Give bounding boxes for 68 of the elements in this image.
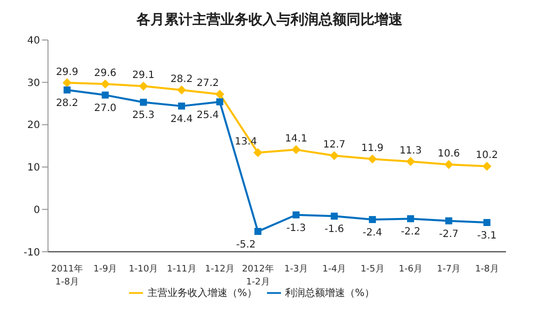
point [444, 160, 454, 169]
point [140, 98, 147, 106]
data-label: 29.6 [94, 68, 116, 80]
data-label: 12.7 [323, 140, 346, 151]
data-label: -5.2 [236, 239, 256, 250]
point [177, 85, 186, 94]
point [64, 86, 71, 94]
point [368, 216, 376, 224]
point [215, 90, 224, 99]
chart-title: 各月累计主营业务收入与利润总额同比增速 [135, 10, 404, 30]
x-tick-label: 1-9月 [93, 264, 118, 275]
x-tick-label: 1-7月 [436, 264, 461, 275]
point [100, 80, 110, 89]
legend-label: 主营业务收入增速（%） [147, 288, 257, 299]
y-tick-label: 0 [34, 204, 40, 216]
data-label: 24.4 [170, 114, 193, 126]
y-tick-label: 10 [27, 162, 40, 174]
point [482, 162, 492, 171]
data-label: -2.7 [438, 228, 459, 240]
data-label: 27.2 [196, 78, 219, 90]
data-label: 25.3 [132, 110, 155, 122]
data-label: 14.1 [284, 134, 308, 145]
data-label: 11.3 [399, 146, 422, 157]
data-label: 28.2 [56, 98, 78, 109]
point [216, 98, 224, 106]
data-label: 10.6 [438, 148, 460, 160]
y-tick-label: -10 [24, 247, 40, 258]
data-label: 28.2 [170, 74, 193, 85]
y-tick-label: 20 [27, 120, 40, 132]
data-label: 11.9 [361, 142, 384, 154]
point [330, 151, 339, 160]
data-label: -2.2 [400, 226, 420, 238]
x-tick-label: 1-10月 [128, 264, 158, 275]
data-label: -2.4 [362, 228, 382, 239]
point [62, 78, 72, 88]
x-tick-label: 1-12月 [205, 264, 234, 275]
x-tick-label: 1-11月 [166, 264, 196, 275]
point [330, 212, 338, 220]
legend-label: 利润总额增速（%） [285, 288, 375, 299]
x-tick-label: 1-3月 [284, 264, 308, 275]
point [483, 219, 490, 226]
point [102, 92, 109, 99]
point [407, 215, 414, 222]
point [406, 157, 416, 166]
data-label: 10.2 [476, 150, 498, 162]
x-tick-label: 2012年 1-2月 [242, 264, 274, 288]
data-label: -1.6 [324, 224, 344, 236]
data-label: -1.3 [286, 222, 306, 234]
data-label: 27.0 [94, 103, 116, 114]
point [254, 228, 262, 235]
x-tick-label: 2011年 1-8月 [51, 264, 84, 288]
point [292, 145, 301, 154]
x-tick-label: 1-8月 [475, 264, 499, 275]
x-tick-label: 1-5月 [360, 264, 384, 275]
x-tick-label: 1-4月 [322, 264, 346, 275]
point [253, 148, 262, 158]
data-label: 29.1 [132, 70, 155, 82]
y-tick-label: 30 [27, 78, 40, 89]
point [178, 102, 186, 110]
x-tick-label: 1-6月 [398, 264, 422, 275]
data-label: 29.9 [56, 66, 78, 78]
y-tick-label: 40 [27, 36, 40, 47]
data-label: 25.4 [196, 110, 219, 121]
point [292, 211, 300, 218]
point [445, 217, 452, 224]
point [368, 154, 377, 164]
data-label: -3.1 [477, 230, 497, 242]
point [138, 82, 148, 91]
